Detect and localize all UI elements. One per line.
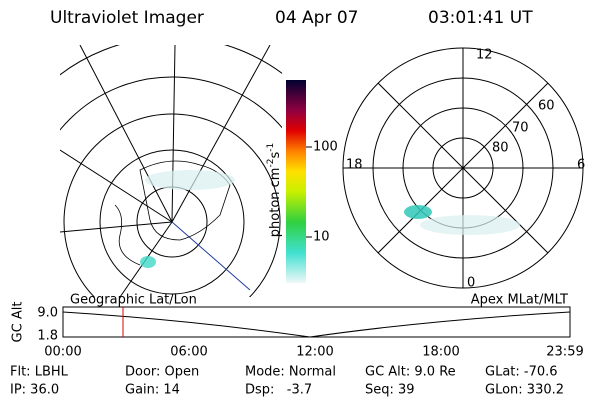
geographic-map — [60, 45, 282, 297]
info-field: GLon: 330.2 — [485, 383, 564, 398]
x-tick-label: 12:00 — [296, 345, 333, 360]
x-tick-label: 18:00 — [422, 345, 459, 360]
info-field: Mode: Normal — [245, 365, 336, 380]
altitude-curve — [62, 311, 571, 338]
x-tick-label: 00:00 — [44, 345, 81, 360]
info-field: GC Alt: 9.0 Re — [365, 365, 456, 380]
date: 04 Apr 07 — [275, 8, 358, 28]
plot-title: Apex MLat/MLT — [471, 293, 568, 308]
mlt-label: 0 — [467, 276, 475, 291]
x-tick-label: 23:59 — [546, 345, 583, 360]
mlat-label: 80 — [492, 141, 509, 156]
y-label: GC Alt — [11, 302, 26, 343]
info-field: Dsp: -3.7 — [245, 383, 312, 398]
info-field: GLat: -70.6 — [485, 365, 558, 380]
info-field: Seq: 39 — [365, 383, 415, 398]
info-field: Flt: LBHL — [10, 365, 69, 380]
mlat-label: 70 — [512, 121, 529, 136]
polar-grid — [342, 47, 584, 289]
info-field: Door: Open — [125, 365, 199, 380]
mlt-label: 12 — [476, 48, 493, 63]
aurora — [404, 205, 432, 219]
x-tick-label: 06:00 — [170, 345, 207, 360]
colorbar-tick-label: 100 — [313, 140, 338, 155]
instrument: Ultraviolet Imager — [50, 8, 204, 28]
plot-title: Geographic Lat/Lon — [70, 293, 197, 308]
info-field: IP: 36.0 — [10, 383, 59, 398]
y-tick-label: 9.0 — [37, 306, 58, 321]
info-field: Gain: 14 — [125, 383, 180, 398]
mlt-label: 18 — [346, 158, 363, 173]
colorbar-tick-label: 10 — [313, 230, 330, 245]
info-panel: Flt: LBHL Door: Open Mode: Normal GC Alt: 9… — [10, 365, 564, 398]
y-tick-label: 1.8 — [37, 329, 58, 344]
colorbar-unit: photon cm-2s-1 — [266, 143, 283, 237]
mlt-label: 6 — [577, 158, 585, 173]
altitude-plot — [62, 306, 571, 338]
aurora — [420, 215, 520, 235]
mlat-label: 60 — [538, 99, 555, 114]
time: 03:01:41 UT — [428, 8, 533, 28]
colorbar — [286, 80, 306, 283]
